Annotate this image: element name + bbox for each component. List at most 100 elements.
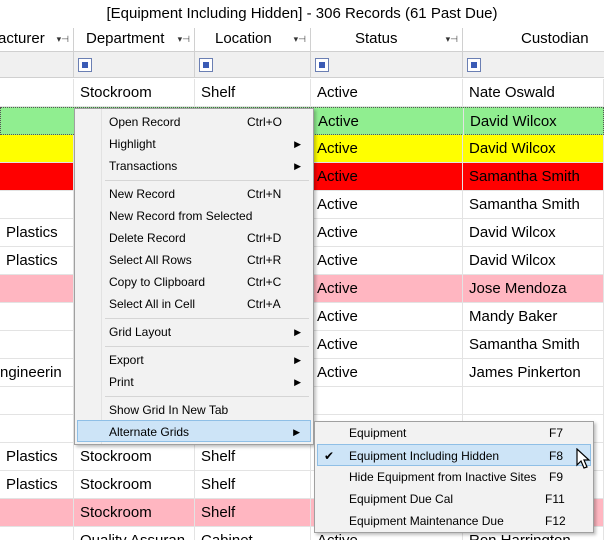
filter-cell[interactable]	[74, 52, 195, 78]
table-cell[interactable]: Shelf	[195, 443, 311, 471]
alternate-grids-submenu: Equipment F7 ✔ Equipment Including Hidde…	[314, 421, 594, 533]
table-cell[interactable]	[463, 387, 604, 415]
menu-item-show-grid-in-new-tab[interactable]: Show Grid In New Tab	[77, 399, 311, 421]
table-cell[interactable]: Active	[311, 163, 463, 191]
column-header-custodian[interactable]: Custodian	[463, 28, 604, 52]
table-cell[interactable]: Active	[311, 135, 463, 163]
table-cell[interactable]: Samantha Smith	[463, 163, 604, 191]
table-cell[interactable]: Quality Assuran	[74, 527, 195, 540]
check-icon: ✔	[324, 449, 335, 463]
column-menu-icon[interactable]: ▾⊣	[445, 34, 458, 44]
table-cell[interactable]: ngineerin	[0, 359, 74, 387]
menu-item-copy-to-clipboard[interactable]: Copy to Clipboard Ctrl+C	[77, 271, 311, 293]
submenu-item-equipment-maintenance-due[interactable]: Equipment Maintenance Due F12	[317, 510, 591, 532]
filter-checkbox-icon[interactable]	[199, 58, 213, 72]
menu-item-delete-record[interactable]: Delete Record Ctrl+D	[77, 227, 311, 249]
table-cell[interactable]: Shelf	[195, 499, 311, 527]
table-cell[interactable]: Plastics	[0, 471, 74, 499]
table-cell[interactable]	[0, 163, 74, 191]
filter-checkbox-icon[interactable]	[467, 58, 481, 72]
chevron-right-icon: ▶	[294, 327, 301, 337]
table-cell[interactable]: Mandy Baker	[463, 303, 604, 331]
filter-cell[interactable]	[311, 52, 463, 78]
table-cell[interactable]: Active	[311, 275, 463, 303]
column-header-location[interactable]: Location ▾⊣	[195, 28, 311, 52]
table-row[interactable]: Plastics Stockroom Shelf	[0, 443, 604, 471]
table-cell[interactable]: Active	[311, 247, 463, 275]
table-cell[interactable]	[0, 499, 74, 527]
table-cell[interactable]: Cabinet	[195, 527, 311, 540]
table-cell[interactable]: Active	[311, 303, 463, 331]
column-header-label: Location	[215, 30, 272, 47]
table-cell[interactable]: Active	[312, 108, 464, 136]
table-cell[interactable]	[0, 303, 74, 331]
chevron-right-icon: ▶	[294, 139, 301, 149]
column-header-manufacturer[interactable]: acturer ▾⊣	[0, 28, 74, 52]
table-cell[interactable]: Active	[311, 527, 463, 540]
table-cell[interactable]: Active	[311, 219, 463, 247]
menu-item-highlight[interactable]: Highlight ▶	[77, 133, 311, 155]
column-menu-icon[interactable]: ▾⊣	[56, 34, 69, 44]
column-header-status[interactable]: Status ▾⊣	[311, 28, 463, 52]
menu-item-grid-layout[interactable]: Grid Layout ▶	[77, 321, 311, 343]
chevron-right-icon: ▶	[294, 161, 301, 171]
table-row[interactable]: Stockroom Shelf Active Nate Oswald	[0, 79, 604, 107]
table-cell[interactable]: Jose Mendoza	[463, 275, 604, 303]
table-row[interactable]: Plastics Stockroom Shelf	[0, 471, 604, 499]
submenu-item-hide-equipment-inactive-sites[interactable]: Hide Equipment from Inactive Sites F9	[317, 466, 591, 488]
menu-item-new-record-from-selected[interactable]: New Record from Selected	[77, 205, 311, 227]
menu-item-shortcut: F8	[549, 449, 564, 463]
menu-item-select-all-in-cell[interactable]: Select All in Cell Ctrl+A	[77, 293, 311, 315]
table-cell[interactable]	[0, 275, 74, 303]
filter-cell[interactable]	[463, 52, 604, 78]
table-cell[interactable]: Shelf	[195, 79, 311, 107]
table-cell[interactable]	[0, 331, 74, 359]
table-cell[interactable]: Plastics	[0, 219, 74, 247]
table-cell[interactable]: Active	[311, 191, 463, 219]
menu-item-export[interactable]: Export ▶	[77, 349, 311, 371]
menu-item-alternate-grids[interactable]: Alternate Grids ▶	[77, 420, 311, 442]
column-menu-icon[interactable]: ▾⊣	[177, 34, 190, 44]
table-cell[interactable]: Samantha Smith	[463, 191, 604, 219]
table-cell[interactable]	[0, 415, 74, 443]
menu-item-select-all-rows[interactable]: Select All Rows Ctrl+R	[77, 249, 311, 271]
table-cell[interactable]	[0, 527, 74, 540]
table-cell[interactable]: Active	[311, 79, 463, 107]
filter-checkbox-icon[interactable]	[315, 58, 329, 72]
table-cell[interactable]: David Wilcox	[464, 108, 604, 136]
table-cell[interactable]: David Wilcox	[463, 219, 604, 247]
table-cell[interactable]: Stockroom	[74, 443, 195, 471]
table-cell[interactable]: Nate Oswald	[463, 79, 604, 107]
menu-item-transactions[interactable]: Transactions ▶	[77, 155, 311, 177]
table-cell[interactable]: David Wilcox	[463, 135, 604, 163]
table-cell[interactable]	[0, 191, 74, 219]
column-menu-icon[interactable]: ▾⊣	[293, 34, 306, 44]
table-cell[interactable]: Plastics	[0, 443, 74, 471]
menu-item-new-record[interactable]: New Record Ctrl+N	[77, 183, 311, 205]
table-cell[interactable]	[311, 387, 463, 415]
table-cell[interactable]: David Wilcox	[463, 247, 604, 275]
table-cell[interactable]: Shelf	[195, 471, 311, 499]
table-cell[interactable]: Stockroom	[74, 499, 195, 527]
table-cell[interactable]: Stockroom	[74, 79, 195, 107]
table-cell[interactable]: Samantha Smith	[463, 331, 604, 359]
table-cell[interactable]	[0, 79, 74, 107]
table-cell[interactable]	[0, 135, 74, 163]
menu-item-print[interactable]: Print ▶	[77, 371, 311, 393]
submenu-item-equipment[interactable]: Equipment F7	[317, 422, 591, 444]
column-header-department[interactable]: Department ▾⊣	[74, 28, 195, 52]
table-cell[interactable]: James Pinkerton	[463, 359, 604, 387]
submenu-item-equipment-including-hidden[interactable]: ✔ Equipment Including Hidden F8	[317, 444, 591, 466]
menu-item-shortcut: Ctrl+D	[247, 231, 282, 245]
menu-item-label: Delete Record	[109, 231, 186, 245]
menu-item-open-record[interactable]: Open Record Ctrl+O	[77, 111, 311, 133]
submenu-item-equipment-due-cal[interactable]: Equipment Due Cal F11	[317, 488, 591, 510]
table-cell[interactable]	[0, 387, 74, 415]
table-cell[interactable]: Stockroom	[74, 471, 195, 499]
filter-cell[interactable]	[195, 52, 311, 78]
table-cell[interactable]: Active	[311, 359, 463, 387]
table-cell[interactable]: Plastics	[0, 247, 74, 275]
filter-checkbox-icon[interactable]	[78, 58, 92, 72]
table-cell[interactable]: Active	[311, 331, 463, 359]
table-cell[interactable]	[1, 108, 75, 136]
